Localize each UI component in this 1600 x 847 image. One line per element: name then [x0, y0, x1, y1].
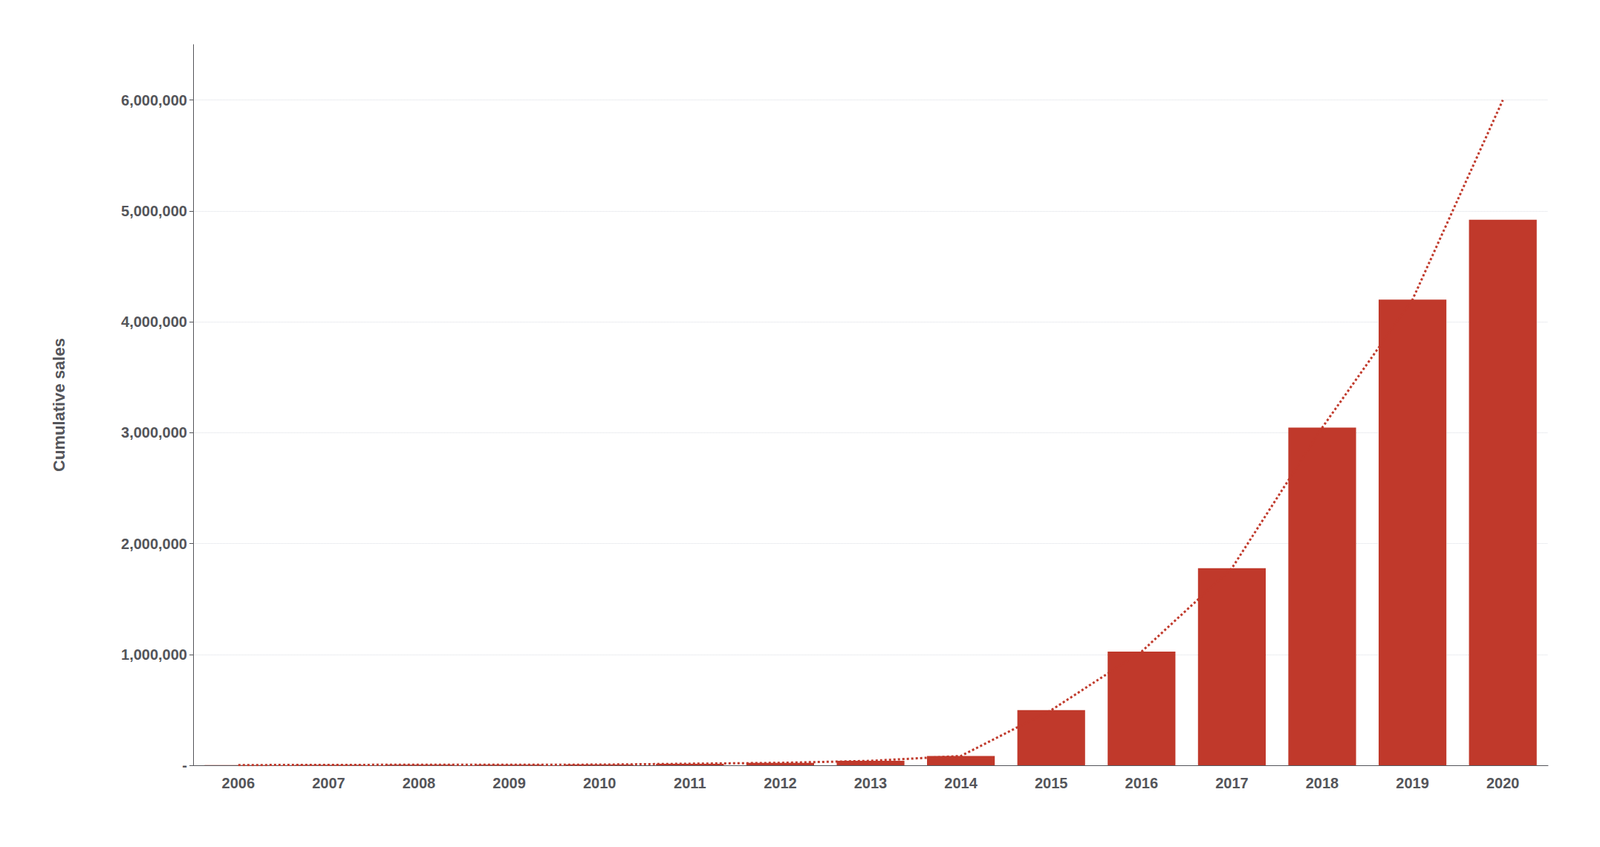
svg-text:2019: 2019 [1395, 774, 1430, 792]
svg-text:Cumulative sales: Cumulative sales [49, 337, 69, 472]
svg-text:3,000,000: 3,000,000 [121, 424, 188, 441]
svg-text:2013: 2013 [854, 774, 888, 792]
svg-text:4,000,000: 4,000,000 [121, 313, 188, 330]
svg-text:2020: 2020 [1486, 774, 1520, 792]
svg-text:2012: 2012 [763, 774, 798, 792]
svg-text:5,000,000: 5,000,000 [121, 202, 188, 220]
svg-text:2,000,000: 2,000,000 [121, 535, 188, 552]
svg-text:2011: 2011 [673, 774, 706, 792]
svg-text:2006: 2006 [222, 774, 256, 792]
svg-text:6,000,000: 6,000,000 [121, 92, 188, 109]
svg-text:-: - [181, 756, 188, 774]
svg-text:2007: 2007 [311, 774, 346, 792]
svg-text:2018: 2018 [1305, 774, 1340, 792]
svg-text:2016: 2016 [1125, 774, 1159, 792]
svg-text:1,000,000: 1,000,000 [121, 646, 188, 663]
svg-text:2014: 2014 [944, 774, 978, 792]
svg-text:2010: 2010 [583, 774, 617, 792]
svg-text:2008: 2008 [402, 774, 437, 792]
svg-text:2017: 2017 [1215, 774, 1249, 792]
svg-text:2009: 2009 [492, 774, 526, 792]
svg-text:2015: 2015 [1034, 774, 1069, 792]
